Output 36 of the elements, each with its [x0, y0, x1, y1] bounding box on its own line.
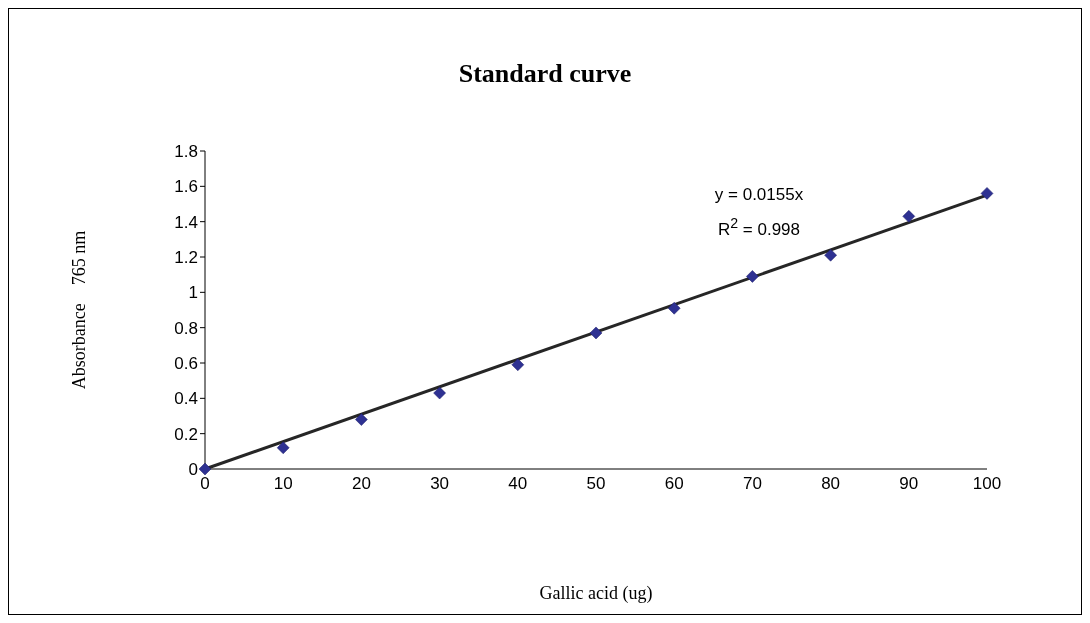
annotation: y = 0.0155x	[713, 184, 805, 206]
x-tick-label: 30	[430, 474, 450, 494]
point	[433, 386, 446, 400]
chart-title: Standard curve	[457, 59, 633, 89]
y-tick-label: 0.8	[174, 318, 198, 338]
y-tick-label: 1.8	[174, 142, 198, 162]
x-tick-label: 100	[972, 474, 1002, 494]
y-axis-title: Absorbance 765 nm	[68, 230, 90, 390]
y-tick-label: 1.4	[174, 212, 198, 232]
point	[589, 326, 603, 340]
x-tick-label: 10	[273, 474, 293, 494]
annotation: R$^{2}$ = 0.998	[716, 214, 802, 241]
x-tick-label: 20	[351, 474, 371, 494]
point	[511, 358, 525, 372]
y-tick-label: 0.2	[174, 424, 198, 444]
point	[902, 210, 916, 223]
point	[667, 301, 681, 315]
x-tick-label: 70	[742, 474, 762, 494]
point	[824, 248, 837, 262]
x-tick-label: 40	[508, 474, 528, 494]
x-tick-label: 80	[821, 474, 841, 494]
y-tick-label: 0.6	[174, 354, 198, 374]
y-tick-label: 0	[188, 460, 198, 480]
x-tick-label: 50	[586, 474, 606, 494]
point	[355, 413, 368, 426]
x-axis-title: Gallic acid (ug)	[538, 583, 654, 604]
x-tick-label: 60	[664, 474, 684, 494]
y-tick-label: 1.2	[174, 248, 198, 268]
point	[746, 270, 759, 283]
x-tick-label: 90	[899, 474, 919, 494]
point	[276, 441, 290, 455]
y-tick-label: 1.6	[174, 177, 198, 197]
y-tick-label: 0.4	[174, 389, 198, 409]
y-tick-label: 1	[188, 283, 198, 303]
point	[198, 462, 212, 476]
point	[980, 187, 994, 200]
